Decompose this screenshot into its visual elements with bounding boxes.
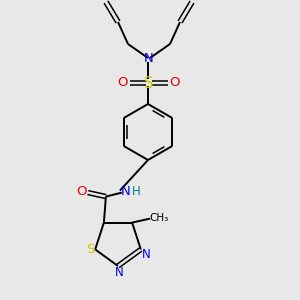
Text: H: H	[131, 185, 140, 198]
Text: O: O	[170, 76, 180, 89]
Text: O: O	[118, 76, 128, 89]
Text: S: S	[86, 243, 94, 256]
Text: CH₃: CH₃	[149, 213, 169, 223]
Text: O: O	[76, 185, 87, 198]
Text: N: N	[121, 185, 131, 198]
Text: S: S	[144, 76, 154, 91]
Text: N: N	[142, 248, 150, 261]
Text: N: N	[115, 266, 123, 280]
Text: N: N	[144, 52, 154, 64]
